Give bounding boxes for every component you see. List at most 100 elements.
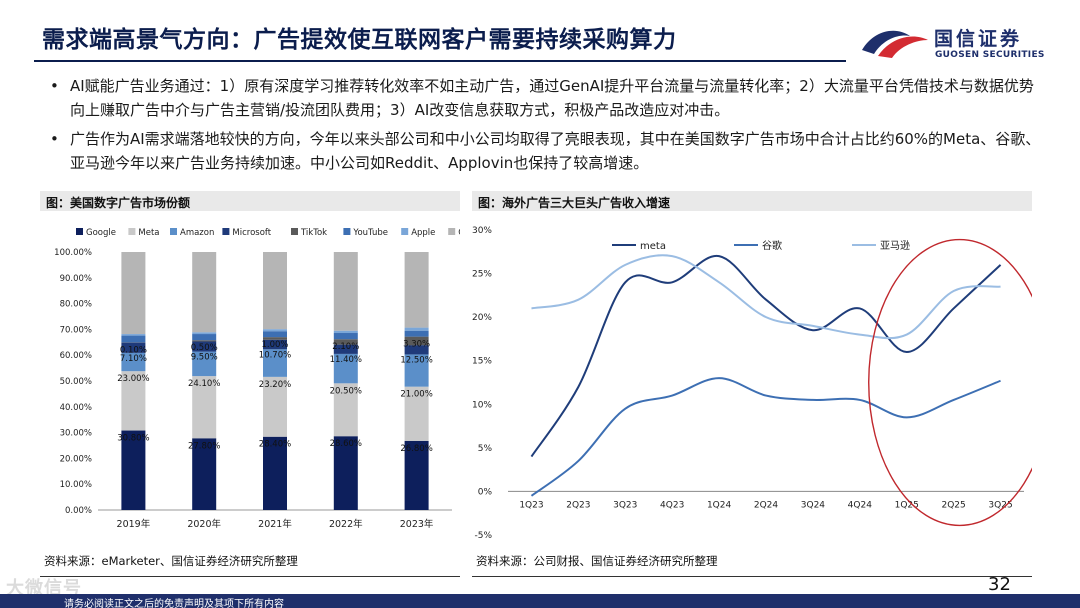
series-line-amazon [531,254,1001,340]
y-tick-label: 70.00% [60,325,92,335]
bar-segment-google [192,438,217,510]
x-tick-label: 2023年 [400,518,434,530]
bar-segment-youtube [121,335,146,343]
data-label-google: 26.80% [400,444,432,454]
data-label-meta: 23.20% [259,380,291,390]
legend-swatch-tiktok [291,228,298,235]
title-underline [34,60,846,62]
bullet-marker: • [50,77,59,95]
x-tick-label: 3Q25 [988,500,1012,510]
x-tick-label: 4Q23 [660,500,684,510]
y-tick-label: 10% [472,400,492,410]
bar-segment-apple [333,330,358,334]
y-tick-label: 90.00% [60,274,92,284]
legend-label-google: Google [86,228,116,238]
bar-segment-google [121,430,146,510]
y-tick-label: 15% [472,357,492,367]
right-source-divider [472,576,1032,577]
y-tick-label: 0.00% [65,506,92,516]
logo-english-name: GUOSEN SECURITIES [935,50,1045,60]
legend-swatch-other [448,228,456,235]
bar-segment-youtube [263,331,287,338]
x-tick-label: 3Q24 [801,500,826,510]
bar-segment-meta [404,386,429,441]
data-label-google: 30.80% [117,434,149,444]
y-tick-label: 50.00% [60,377,92,387]
footer-bar [0,594,1080,608]
left-chart-source: 资料来源：eMarketer、国信证券经济研究所整理 [44,554,298,568]
page-number: 32 [988,574,1011,595]
bar-segment-tiktok [404,336,429,346]
legend-swatch-meta [128,228,136,235]
bar-segment-microsoft [263,339,287,350]
bar-segment-microsoft [121,342,146,353]
bar-segment-meta [333,383,358,437]
left-chart-title: 图：美国数字广告市场份额 [40,191,460,211]
y-tick-label: 30.00% [60,429,92,439]
right-chart-source: 资料来源：公司财报、国信证券经济研究所整理 [476,554,718,568]
bullet-list: • AI赋能广告业务通过：1）原有深度学习推荐转化效率不如主动广告，通过GenA… [48,74,1048,180]
bar-segment-apple [192,332,217,335]
x-tick-label: 2021年 [258,518,292,530]
logo-chinese-name: 国信证券 [934,28,1023,50]
x-tick-label: 3Q23 [613,500,637,510]
footer-disclaimer: 请务必阅读正文之后的免责声明及其项下所有内容 [64,599,284,608]
bar-segment-youtube [333,333,358,340]
bar-segment-google [404,440,429,510]
bar-segment-youtube [404,330,429,337]
legend-label-tiktok: TikTok [300,228,327,238]
bar-segment-amazon [263,349,287,377]
x-tick-label: 2Q23 [566,500,590,510]
data-label-google: 28.60% [330,439,362,449]
company-logo: 国信证券 GUOSEN SECURITIES [860,22,1060,66]
legend-label-microsoft: Microsoft [232,228,271,238]
right-chart-title: 图：海外广告三大巨头广告收入增速 [472,191,1032,211]
x-tick-label: 1Q23 [519,500,543,510]
bar-segment-apple [121,334,146,336]
series-line-google [530,377,1001,497]
bar-segment-microsoft [333,344,358,354]
bar-segment-tiktok [192,340,217,342]
data-label-amazon: 11.40% [330,355,362,365]
data-label-tiktok: 1.00% [261,340,288,350]
legend-swatch-amazon [170,228,177,235]
market-share-chart: Google Meta Amazon Microsoft TikTok YouTube Ap… [54,228,460,530]
x-tick-label: 2019年 [117,518,151,530]
y-tick-label: 25% [472,270,492,280]
data-label-google: 28.40% [259,440,291,450]
data-label-tiktok: 3.30% [403,340,430,350]
bar-segment-amazon [121,352,146,372]
x-tick-label: 2022年 [329,518,363,530]
data-label-tiktok: 0.10% [120,345,147,355]
bar-segment-other [121,252,146,335]
y-tick-label: 0% [478,487,493,497]
watermark: 大微信号 [6,578,82,599]
bar-segment-meta [263,376,287,437]
data-label-tiktok: 2.10% [332,342,359,352]
bar-segment-apple [263,329,287,332]
data-label-meta: 20.50% [330,386,362,396]
bar-segment-amazon [333,353,358,384]
bar-segment-other [263,252,287,330]
bar-segment-apple [404,327,429,331]
y-tick-label: 10.00% [60,480,92,490]
legend-label-other: Other [458,228,460,238]
bar-segment-youtube [192,334,217,341]
left-source-divider [40,576,460,577]
bar-segment-other [404,252,429,328]
bullet-marker: • [50,130,59,148]
y-tick-label: 40.00% [60,403,92,413]
x-tick-label: 2Q24 [754,500,779,510]
legend-swatch-microsoft [222,228,230,235]
bar-segment-microsoft [192,341,217,352]
data-label-meta: 23.00% [117,374,149,384]
bar-segment-google [333,436,358,510]
legend-label-meta: Meta [138,228,159,238]
series-line-meta [530,255,1002,458]
bullet-item: • AI赋能广告业务通过：1）原有深度学习推荐转化效率不如主动广告，通过GenA… [48,74,1048,122]
data-label-amazon: 12.50% [400,355,432,365]
legend-label-meta: meta [640,241,666,252]
x-tick-label: 1Q25 [895,500,919,510]
highlight-ellipse [868,238,1032,527]
bar-segment-meta [192,376,217,439]
